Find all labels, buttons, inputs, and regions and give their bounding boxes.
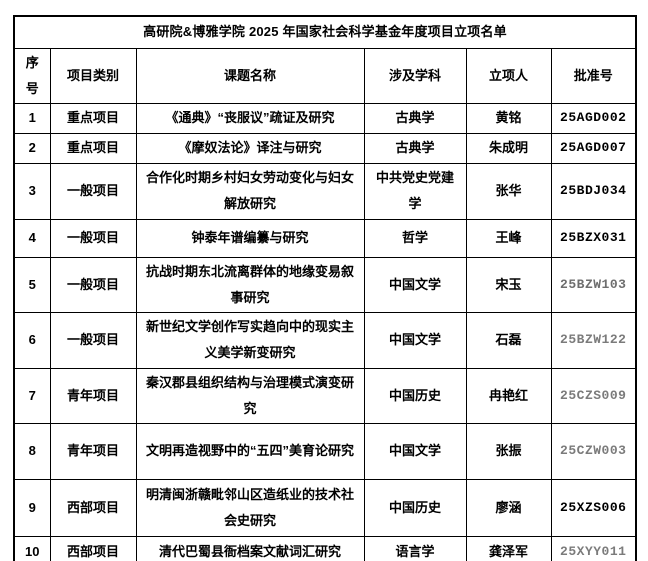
category-cell: 一般项目	[49, 256, 137, 313]
subject-cell: 中共党史党建学	[363, 162, 467, 220]
row-number-cell: 9	[13, 478, 51, 537]
batch-number-cell: 25AGD002	[550, 102, 637, 134]
header-topic: 课题名称	[135, 47, 365, 104]
row-number-cell: 2	[13, 132, 51, 164]
table-row: 10 西部项目 清代巴蜀县衙档案文献词汇研究 语言学 龚泽军 25XYY011	[13, 535, 637, 561]
person-cell: 宋玉	[465, 256, 552, 313]
header-subject: 涉及学科	[363, 47, 467, 104]
person-cell: 张振	[465, 422, 552, 480]
batch-number-cell: 25AGD007	[550, 132, 637, 164]
row-number-cell: 7	[13, 367, 51, 424]
person-cell: 张华	[465, 162, 552, 220]
subject-cell: 古典学	[363, 102, 467, 134]
topic-cell: 明清闽浙赣毗邻山区造纸业的技术社会史研究	[135, 478, 365, 537]
table-row: 9 西部项目 明清闽浙赣毗邻山区造纸业的技术社会史研究 中国历史 廖涵 25XZ…	[13, 478, 637, 537]
person-cell: 廖涵	[465, 478, 552, 537]
subject-cell: 中国文学	[363, 256, 467, 313]
row-number-cell: 8	[13, 422, 51, 480]
category-cell: 重点项目	[49, 132, 137, 164]
batch-number-cell: 25CZS009	[550, 367, 637, 424]
subject-cell: 中国历史	[363, 367, 467, 424]
header-row: 序号 项目类别 课题名称 涉及学科 立项人 批准号	[13, 47, 637, 104]
header-batch: 批准号	[550, 47, 637, 104]
table-row: 2 重点项目 《摩奴法论》译注与研究 古典学 朱成明 25AGD007	[13, 132, 637, 164]
subject-cell: 哲学	[363, 218, 467, 258]
topic-cell: 合作化时期乡村妇女劳动变化与妇女解放研究	[135, 162, 365, 220]
row-number-cell: 3	[13, 162, 51, 220]
topic-cell: 《通典》“丧服议”疏证及研究	[135, 102, 365, 134]
batch-number-cell: 25BDJ034	[550, 162, 637, 220]
title-row: 高研院&博雅学院 2025 年国家社会科学基金年度项目立项名单	[13, 15, 637, 49]
batch-number-cell: 25CZW003	[550, 422, 637, 480]
topic-cell: 抗战时期东北流离群体的地缘变易叙事研究	[135, 256, 365, 313]
header-no: 序号	[13, 47, 51, 104]
project-list-table: 高研院&博雅学院 2025 年国家社会科学基金年度项目立项名单 序号 项目类别 …	[13, 15, 638, 561]
category-cell: 一般项目	[49, 162, 137, 220]
table-row: 6 一般项目 新世纪文学创作写实趋向中的现实主义美学新变研究 中国文学 石磊 2…	[13, 311, 637, 369]
person-cell: 龚泽军	[465, 535, 552, 561]
row-number-cell: 4	[13, 218, 51, 258]
topic-cell: 钟泰年谱编纂与研究	[135, 218, 365, 258]
category-cell: 一般项目	[49, 311, 137, 369]
person-cell: 冉艳红	[465, 367, 552, 424]
header-category: 项目类别	[49, 47, 137, 104]
batch-number-cell: 25XYY011	[550, 535, 637, 561]
header-person: 立项人	[465, 47, 552, 104]
table-row: 8 青年项目 文明再造视野中的“五四”美育论研究 中国文学 张振 25CZW00…	[13, 422, 637, 480]
batch-number-cell: 25BZX031	[550, 218, 637, 258]
row-number-cell: 1	[13, 102, 51, 134]
category-cell: 西部项目	[49, 535, 137, 561]
topic-cell: 新世纪文学创作写实趋向中的现实主义美学新变研究	[135, 311, 365, 369]
person-cell: 王峰	[465, 218, 552, 258]
category-cell: 西部项目	[49, 478, 137, 537]
batch-number-cell: 25BZW122	[550, 311, 637, 369]
row-number-cell: 5	[13, 256, 51, 313]
batch-number-cell: 25XZS006	[550, 478, 637, 537]
category-cell: 一般项目	[49, 218, 137, 258]
subject-cell: 语言学	[363, 535, 467, 561]
person-cell: 朱成明	[465, 132, 552, 164]
table-row: 1 重点项目 《通典》“丧服议”疏证及研究 古典学 黄铭 25AGD002	[13, 102, 637, 134]
category-cell: 重点项目	[49, 102, 137, 134]
topic-cell: 文明再造视野中的“五四”美育论研究	[135, 422, 365, 480]
batch-number-cell: 25BZW103	[550, 256, 637, 313]
table-row: 3 一般项目 合作化时期乡村妇女劳动变化与妇女解放研究 中共党史党建学 张华 2…	[13, 162, 637, 220]
person-cell: 石磊	[465, 311, 552, 369]
subject-cell: 古典学	[363, 132, 467, 164]
person-cell: 黄铭	[465, 102, 552, 134]
row-number-cell: 6	[13, 311, 51, 369]
row-number-cell: 10	[13, 535, 51, 561]
category-cell: 青年项目	[49, 367, 137, 424]
category-cell: 青年项目	[49, 422, 137, 480]
subject-cell: 中国历史	[363, 478, 467, 537]
topic-cell: 秦汉郡县组织结构与治理模式演变研究	[135, 367, 365, 424]
table-title: 高研院&博雅学院 2025 年国家社会科学基金年度项目立项名单	[13, 15, 637, 49]
topic-cell: 《摩奴法论》译注与研究	[135, 132, 365, 164]
table-row: 7 青年项目 秦汉郡县组织结构与治理模式演变研究 中国历史 冉艳红 25CZS0…	[13, 367, 637, 424]
subject-cell: 中国文学	[363, 422, 467, 480]
topic-cell: 清代巴蜀县衙档案文献词汇研究	[135, 535, 365, 561]
table-row: 4 一般项目 钟泰年谱编纂与研究 哲学 王峰 25BZX031	[13, 218, 637, 258]
subject-cell: 中国文学	[363, 311, 467, 369]
table-row: 5 一般项目 抗战时期东北流离群体的地缘变易叙事研究 中国文学 宋玉 25BZW…	[13, 256, 637, 313]
